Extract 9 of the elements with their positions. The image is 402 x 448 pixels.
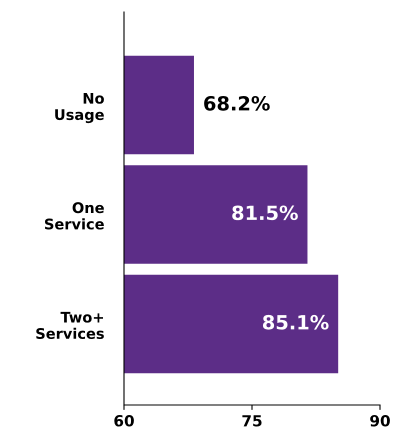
y-tick-label: Two+ Services xyxy=(36,312,104,340)
data-label: 81.5% xyxy=(232,205,298,220)
x-tick-label: 75 xyxy=(242,415,262,427)
data-label: 68.2% xyxy=(204,96,270,111)
x-tick-label: 60 xyxy=(114,414,134,427)
y-tick-label: No Usage xyxy=(55,92,104,124)
x-tick-label: 90 xyxy=(370,414,390,427)
data-label: 85.1% xyxy=(262,314,329,330)
y-tick-label: One Service xyxy=(44,202,104,230)
